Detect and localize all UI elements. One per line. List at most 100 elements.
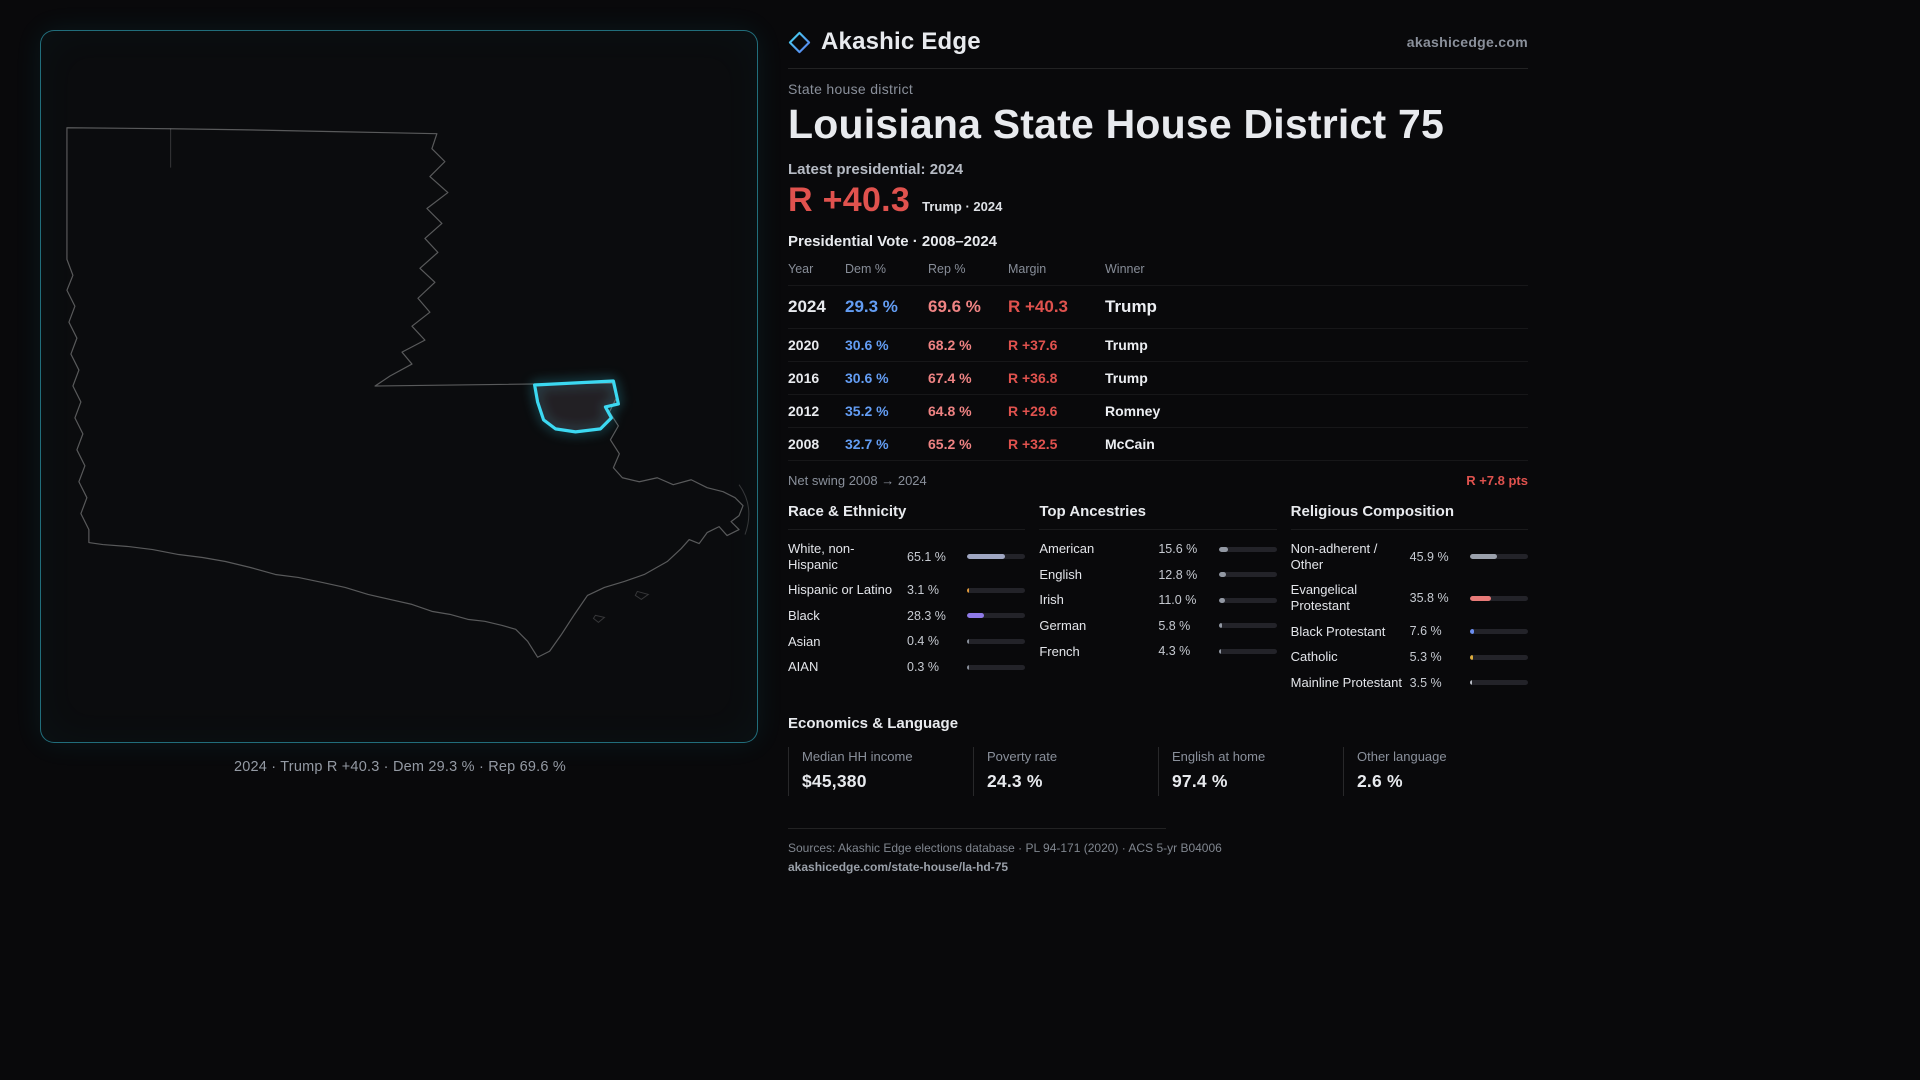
race-ethnicity-title: Race & Ethnicity: [788, 503, 1026, 531]
margin-cell: R +29.6: [1008, 403, 1058, 420]
dem-cell: 35.2 %: [845, 403, 889, 420]
diamond-icon: [788, 31, 811, 53]
footer-permalink[interactable]: akashicedge.com/state-house/la-hd-75: [788, 860, 1009, 875]
ancestries-section: Top Ancestries American 15.6 % English 1…: [1039, 503, 1277, 695]
demo-item: Black 28.3 %: [788, 603, 1026, 629]
margin-value: R +40.3: [788, 181, 911, 220]
demo-label: AIAN: [788, 659, 819, 675]
demo-bar: [967, 587, 1026, 593]
net-swing-value: R +7.8 pts: [1466, 473, 1528, 489]
louisiana-map: [66, 127, 750, 658]
net-swing-label: Net swing 2008 → 2024: [788, 473, 927, 489]
demo-label: Mainline Protestant: [1290, 674, 1402, 690]
demo-bar: [1218, 572, 1277, 578]
rep-cell: 67.4 %: [928, 370, 972, 387]
demo-item: Non-adherent / Other 45.9 %: [1291, 536, 1528, 577]
religion-section: Religious Composition Non-adherent / Oth…: [1290, 503, 1528, 696]
econ-stat-other-language: Other language 2.6 %: [1343, 747, 1528, 797]
rep-cell: 69.6 %: [928, 297, 981, 317]
site-domain-link[interactable]: akashicedge.com: [1406, 34, 1528, 50]
winner-cell: Trump: [1105, 337, 1148, 354]
demo-value: 35.8 %: [1409, 591, 1449, 606]
demo-value: 4.3 %: [1158, 644, 1191, 659]
econ-label: Median HH income: [802, 749, 913, 765]
econ-stat-median-income: Median HH income $45,380: [788, 747, 973, 797]
demo-bar: [1218, 623, 1277, 629]
demo-bar: [1469, 595, 1528, 601]
demo-label: Hispanic or Latino: [788, 582, 893, 598]
demo-value: 28.3 %: [907, 608, 946, 623]
demo-label: French: [1039, 643, 1080, 659]
margin-cell: R +32.5: [1008, 436, 1058, 453]
margin-cell: R +36.8: [1008, 370, 1058, 387]
demo-item: AIAN 0.3 %: [788, 654, 1026, 680]
demo-value: 45.9 %: [1409, 549, 1449, 564]
religion-title: Religious Composition: [1290, 503, 1528, 531]
content-column: Akashic Edge akashicedge.com State house…: [788, 28, 1528, 874]
vote-table-title: Presidential Vote · 2008–2024: [788, 233, 998, 251]
demo-label: German: [1039, 618, 1087, 634]
demo-label: Asian: [788, 633, 821, 649]
demo-value: 7.6 %: [1409, 624, 1442, 639]
vote-row-2008: 2008 32.7 % 65.2 % R +32.5 McCain: [788, 428, 1528, 462]
highlighted-district: [533, 379, 620, 434]
dem-cell: 30.6 %: [845, 337, 889, 354]
vote-row-2024: 2024 29.3 % 69.6 % R +40.3 Trump: [788, 286, 1528, 330]
demo-label: American: [1039, 541, 1095, 557]
demo-item: Catholic 5.3 %: [1291, 644, 1528, 670]
demo-label: English: [1039, 566, 1082, 582]
econ-label: Other language: [1357, 749, 1447, 765]
demo-bar: [1218, 597, 1277, 603]
demo-value: 12.8 %: [1158, 567, 1198, 582]
map-panel: [40, 30, 758, 743]
year-cell: 2024: [788, 297, 826, 317]
year-cell: 2008: [788, 436, 820, 453]
demo-value: 11.0 %: [1158, 593, 1197, 608]
winner-cell: Romney: [1105, 403, 1161, 420]
econ-stat-english-at-home: English at home 97.4 %: [1158, 747, 1343, 797]
demo-item: French 4.3 %: [1039, 639, 1277, 665]
demo-label: Irish: [1039, 592, 1064, 608]
demo-label: White, non-Hispanic: [788, 541, 855, 572]
column-header-dem: Dem %: [845, 262, 886, 277]
column-header-margin: Margin: [1008, 262, 1047, 277]
econ-label: English at home: [1172, 749, 1266, 765]
demo-bar: [967, 554, 1026, 560]
margin-cell: R +37.6: [1008, 337, 1058, 354]
state-outline: [66, 127, 744, 658]
coastal-islet: [634, 590, 650, 601]
demo-item: Irish 11.0 %: [1039, 587, 1277, 613]
demo-value: 5.3 %: [1409, 650, 1442, 665]
demo-item: Asian 0.4 %: [788, 629, 1026, 655]
net-swing-row: Net swing 2008 → 2024 R +7.8 pts: [788, 461, 1528, 488]
coastal-arc: [738, 484, 750, 535]
demo-bar: [1218, 648, 1277, 654]
footer-divider: [788, 828, 1166, 830]
page-title: Louisiana State House District 75: [788, 101, 1444, 147]
economics-stats: Median HH income $45,380 Poverty rate 24…: [788, 747, 1528, 797]
race-ethnicity-section: Race & Ethnicity White, non-Hispanic 65.…: [788, 503, 1026, 695]
vote-table-header: Year Dem % Rep % Margin Winner: [788, 256, 1528, 287]
ancestries-title: Top Ancestries: [1039, 503, 1277, 531]
year-cell: 2016: [788, 370, 820, 387]
economics-title: Economics & Language: [788, 715, 959, 733]
demo-label: Non-adherent / Other: [1290, 541, 1378, 572]
dem-cell: 29.3 %: [845, 297, 898, 317]
econ-value: 97.4 %: [1172, 771, 1228, 792]
econ-stat-poverty-rate: Poverty rate 24.3 %: [973, 747, 1158, 797]
demo-item: White, non-Hispanic 65.1 %: [788, 536, 1026, 577]
demo-item: Hispanic or Latino 3.1 %: [788, 577, 1026, 603]
headline-margin: R +40.3 Trump · 2024: [788, 181, 1528, 220]
dem-cell: 32.7 %: [845, 436, 889, 453]
demo-bar: [1218, 546, 1277, 552]
demo-item: English 12.8 %: [1039, 562, 1277, 588]
map-caption: 2024 · Trump R +40.3 · Dem 29.3 % · Rep …: [234, 759, 566, 775]
demo-bar: [1469, 628, 1528, 634]
brand: Akashic Edge: [788, 28, 981, 56]
demo-value: 15.6 %: [1158, 542, 1198, 557]
demo-item: Mainline Protestant 3.5 %: [1291, 670, 1528, 696]
vote-table: Year Dem % Rep % Margin Winner 2024 29.3…: [788, 256, 1528, 488]
econ-value: $45,380: [802, 771, 867, 792]
demo-label: Black Protestant: [1290, 623, 1386, 639]
